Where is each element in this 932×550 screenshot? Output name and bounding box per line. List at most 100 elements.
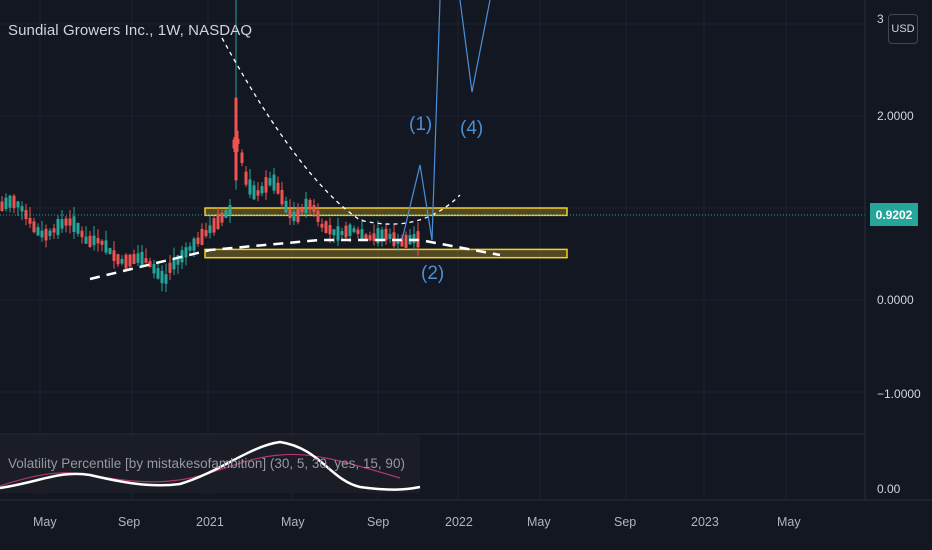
candle-body — [88, 235, 92, 247]
candle-body — [320, 223, 324, 228]
candle-body — [152, 264, 156, 274]
candle-body — [4, 197, 8, 209]
candle-body — [112, 250, 116, 261]
candle-body — [288, 209, 292, 218]
candle-body — [120, 259, 124, 264]
candle-body — [92, 235, 96, 246]
candle-body — [220, 212, 224, 223]
candle-body — [348, 224, 352, 236]
candle-body — [384, 228, 388, 241]
candle-body — [64, 218, 68, 226]
candle-body — [248, 179, 252, 195]
price-label-0: 0.0000 — [877, 293, 914, 307]
time-label: Sep — [118, 515, 141, 529]
wave-label-4: (4) — [460, 118, 484, 139]
support-zones — [204, 207, 568, 259]
candle-body — [84, 236, 88, 244]
candle-body — [68, 218, 72, 226]
candle-body — [280, 189, 284, 205]
candle-body — [236, 138, 240, 145]
support-zone — [204, 248, 568, 259]
candle-body — [228, 205, 232, 215]
candle-body — [312, 205, 316, 212]
candle-body — [140, 251, 144, 265]
candle-body — [168, 262, 172, 273]
candle-body — [148, 261, 152, 268]
candle-body — [164, 274, 168, 284]
candle-body — [292, 211, 296, 222]
wave-path — [459, 0, 491, 93]
candle-body — [72, 216, 76, 232]
candle-body — [56, 218, 60, 235]
candle-body — [28, 217, 32, 224]
candle-body — [234, 97, 238, 181]
time-label: May — [527, 515, 551, 529]
candle-body — [240, 152, 244, 164]
indicator-legend[interactable]: Volatility Percentile [by mistakesofambi… — [8, 456, 405, 471]
resistance-curve — [221, 37, 461, 225]
candle-body — [376, 228, 380, 244]
candle-body — [188, 246, 192, 251]
indicator-axis-label: 0.00 — [877, 482, 901, 496]
candle-body — [20, 206, 24, 212]
candle-body — [224, 209, 228, 218]
wave-path — [401, 0, 441, 241]
time-label: May — [777, 515, 801, 529]
time-label: Sep — [614, 515, 637, 529]
candle-body — [332, 229, 336, 236]
candle-body — [364, 234, 368, 240]
candle-body — [380, 229, 384, 240]
candle-body — [360, 229, 364, 240]
candle-body — [400, 237, 404, 247]
time-label: May — [33, 515, 57, 529]
candle-body — [16, 201, 20, 208]
candle-body — [200, 228, 204, 245]
candle-body — [136, 253, 140, 263]
candle-body — [24, 210, 28, 220]
candle-body — [216, 213, 220, 230]
candle-body — [108, 248, 112, 254]
candle-body — [252, 185, 256, 200]
candle-body — [404, 234, 408, 248]
symbol-title[interactable]: Sundial Growers Inc., 1W, NASDAQ — [8, 22, 253, 39]
price-label-3: 3 — [877, 12, 884, 26]
candle-body — [372, 233, 376, 242]
candle-body — [256, 190, 260, 196]
candle-body — [268, 178, 272, 186]
candle-body — [344, 225, 348, 238]
support-trendline — [89, 238, 501, 281]
time-label: Sep — [367, 515, 390, 529]
last-price-badge: 0.9202 — [870, 203, 918, 226]
candle-body — [204, 230, 208, 237]
price-label-2: 2.0000 — [877, 109, 914, 123]
time-label: 2021 — [196, 515, 224, 529]
candle-body — [276, 182, 280, 194]
candle-body — [272, 174, 276, 191]
candle-body — [76, 222, 80, 234]
candle-body — [308, 199, 312, 210]
candle-body — [156, 268, 160, 279]
candle-body — [132, 254, 136, 264]
support-zone — [204, 207, 568, 217]
time-label: May — [281, 515, 305, 529]
indicator-value-line — [0, 440, 421, 491]
candle-body — [356, 229, 360, 235]
currency-button[interactable]: USD — [888, 14, 918, 44]
candlestick-series — [0, 0, 420, 292]
candle-body — [300, 207, 304, 213]
wave-label-1: (1) — [409, 114, 433, 135]
candle-body — [260, 186, 264, 194]
candle-body — [60, 219, 64, 229]
candle-body — [8, 195, 12, 208]
wave-label-2: (2) — [421, 263, 445, 284]
candle-body — [128, 254, 132, 267]
elliott-wave-projection — [401, 0, 491, 241]
candle-body — [124, 254, 128, 269]
candle-body — [212, 218, 216, 233]
candle-body — [40, 230, 44, 238]
candle-body — [264, 177, 268, 193]
candle-body — [412, 234, 416, 244]
candle-body — [144, 258, 148, 263]
candle-body — [172, 258, 176, 270]
